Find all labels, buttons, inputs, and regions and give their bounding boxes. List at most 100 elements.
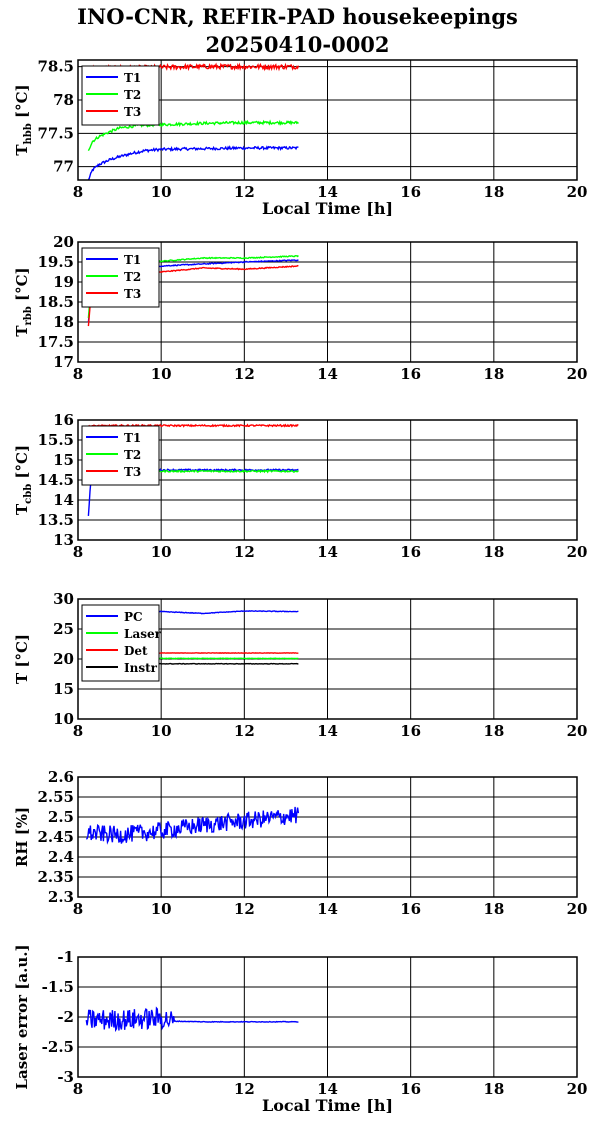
y-axis-label: T [°C]: [13, 634, 31, 684]
x-tick-label: 12: [234, 543, 255, 561]
legend-label: T2: [124, 448, 141, 462]
x-tick-label: 8: [73, 365, 83, 383]
legend-box: [81, 425, 160, 486]
legend: T1 T2 T3: [81, 425, 160, 486]
legend-label: Det: [124, 644, 148, 658]
y-axis-label: Tcbb [°C]: [13, 445, 34, 515]
x-tick-label: 8: [73, 183, 83, 201]
legend-label: Instr: [124, 661, 158, 675]
y-tick-label: 78: [53, 91, 74, 109]
chart-panel-2: 8 10 12 14 16 18 20 17 17.5 18 18.5 19 19.5 20 Trbb [°…: [13, 233, 587, 383]
y-tick-label: -2.5: [42, 1038, 74, 1056]
legend-box: [81, 247, 160, 308]
chart-panel-6: 8 10 12 14 16 18 20 -3 -2.5 -2 -1.5 -1 Laser error […: [13, 944, 587, 1115]
y-tick-label: 19.5: [37, 253, 74, 271]
x-tick-label: 14: [317, 365, 338, 383]
series-line: [85, 806, 300, 845]
y-tick-label: 2.35: [37, 868, 74, 886]
x-tick-label: 10: [151, 543, 172, 561]
chart-title: INO-CNR, REFIR-PAD housekeepings: [77, 4, 518, 29]
y-tick-label: 20: [53, 650, 74, 668]
legend-label: T3: [124, 287, 141, 301]
y-axis-label: Trbb [°C]: [13, 267, 34, 336]
legend-label: T1: [124, 71, 141, 85]
legend-box: [81, 65, 160, 126]
legend-label: T2: [124, 88, 141, 102]
plot-frame: [77, 598, 578, 720]
x-tick-label: 10: [151, 365, 172, 383]
x-tick-label: 10: [151, 722, 172, 740]
y-tick-label: 20: [53, 233, 74, 251]
y-tick-label: 77: [53, 158, 74, 176]
x-tick-label: 16: [400, 365, 421, 383]
y-axis-label-unit: [°C]: [13, 445, 31, 484]
plot-frame: [77, 776, 578, 898]
y-tick-label: 17.5: [37, 333, 74, 351]
x-tick-label: 16: [400, 543, 421, 561]
y-axis-label-main: Laser error [a.u.]: [13, 944, 31, 1089]
y-axis-label: Thbb [°C]: [13, 84, 34, 155]
plot-frame: [77, 956, 578, 1078]
x-tick-label: 18: [483, 543, 504, 561]
x-tick-label: 10: [151, 1080, 172, 1098]
x-axis-label: Local Time [h]: [262, 199, 393, 218]
x-tick-label: 8: [73, 722, 83, 740]
y-tick-label: 2.5: [48, 808, 74, 826]
y-tick-label: 14: [53, 491, 74, 509]
x-tick-label: 20: [567, 365, 588, 383]
legend-label: T1: [124, 431, 141, 445]
y-tick-label: -3: [57, 1068, 74, 1086]
y-tick-label: 77.5: [37, 124, 74, 142]
x-tick-label: 18: [483, 722, 504, 740]
x-tick-label: 18: [483, 1080, 504, 1098]
x-tick-label: 8: [73, 1080, 83, 1098]
legend: PC Laser Det Instr: [81, 604, 162, 682]
legend: T1 T2 T3: [81, 247, 160, 308]
x-tick-label: 14: [317, 900, 338, 918]
y-tick-label: 14.5: [37, 471, 74, 489]
plot-frame: [77, 59, 578, 181]
legend-box: [81, 604, 160, 682]
y-tick-label: -1: [57, 948, 74, 966]
x-tick-label: 12: [234, 365, 255, 383]
x-tick-label: 20: [567, 900, 588, 918]
y-tick-label: 2.4: [48, 848, 74, 866]
x-tick-label: 10: [151, 183, 172, 201]
y-axis-label-subscript: hbb: [23, 123, 34, 144]
legend-label: Laser: [124, 627, 162, 641]
x-tick-label: 18: [483, 900, 504, 918]
x-tick-label: 16: [400, 1080, 421, 1098]
chart-panel-5: 8 10 12 14 16 18 20 2.3 2.35 2.4 2.45 2.5 2.55 2.6 RH …: [13, 768, 587, 918]
x-tick-label: 18: [483, 183, 504, 201]
plot-frame: [77, 241, 578, 363]
y-tick-label: -1.5: [42, 978, 74, 996]
x-tick-label: 16: [400, 183, 421, 201]
x-tick-label: 16: [400, 722, 421, 740]
legend-label: T3: [124, 465, 141, 479]
x-tick-label: 14: [317, 1080, 338, 1098]
legend-label: T2: [124, 270, 141, 284]
series-line: [85, 1006, 299, 1033]
chart-panel-3: 8 10 12 14 16 18 20 13 13.5 14 14.5 15 15.5 16 Tcbb [°…: [13, 411, 587, 561]
y-tick-label: 2.3: [48, 888, 74, 906]
y-tick-label: 15: [53, 451, 74, 469]
x-tick-label: 14: [317, 183, 338, 201]
y-tick-label: 18.5: [37, 293, 74, 311]
y-tick-label: 19: [53, 273, 74, 291]
y-axis-label-unit: [°C]: [13, 634, 31, 673]
legend-label: T3: [124, 105, 141, 119]
x-tick-label: 12: [234, 900, 255, 918]
y-axis-label-main: T: [13, 672, 31, 684]
x-tick-label: 16: [400, 900, 421, 918]
y-axis-label-main: T: [13, 503, 31, 515]
y-tick-label: 13.5: [37, 511, 74, 529]
series-line-t1: [87, 145, 299, 181]
y-tick-label: 17: [53, 353, 74, 371]
x-tick-label: 10: [151, 900, 172, 918]
y-axis-label-main: T: [13, 325, 31, 337]
x-tick-label: 20: [567, 1080, 588, 1098]
x-tick-label: 12: [234, 1080, 255, 1098]
y-axis-label: RH [%]: [13, 807, 31, 867]
